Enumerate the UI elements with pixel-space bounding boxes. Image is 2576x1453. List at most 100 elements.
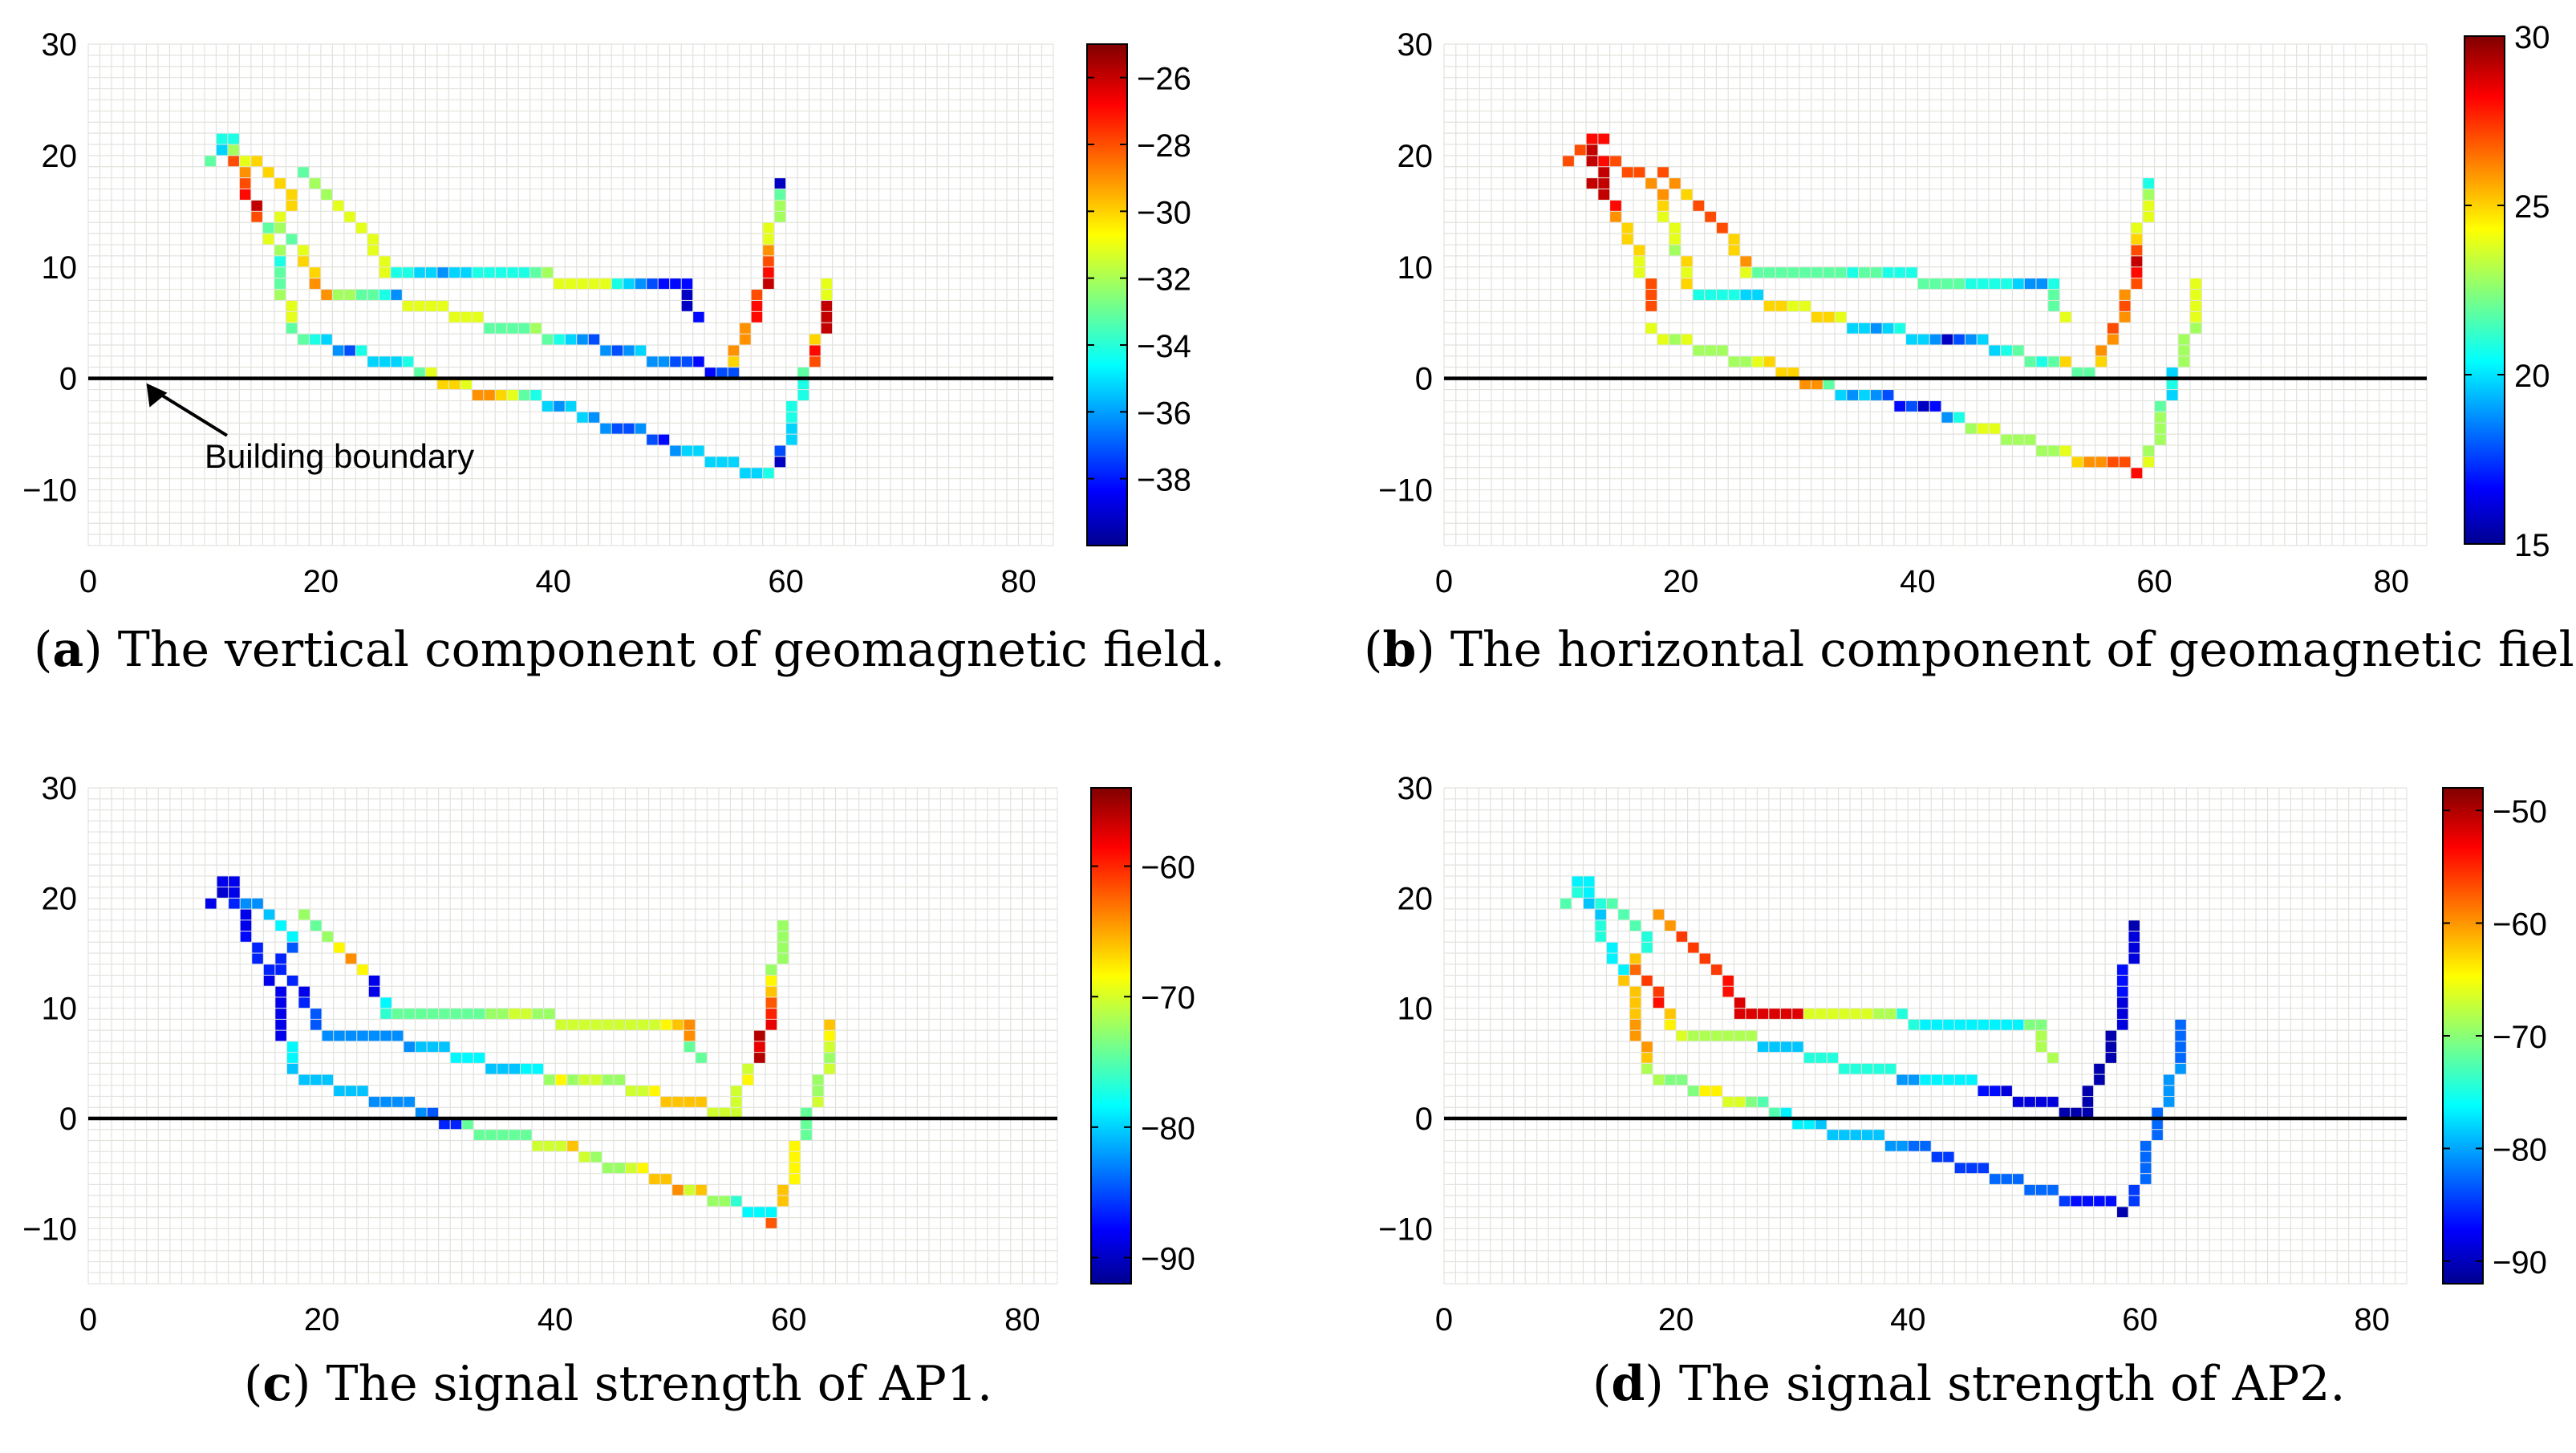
heatmap-cell [1610, 156, 1621, 167]
heatmap-cell [1728, 245, 1740, 256]
heatmap-cell [1894, 400, 1906, 412]
heatmap-cell [1929, 278, 1941, 290]
heatmap-cell [542, 267, 554, 278]
heatmap-cell [450, 1053, 462, 1063]
heatmap-cell [1835, 390, 1847, 400]
heatmap-cell [2012, 434, 2024, 445]
heatmap-cell [1884, 1063, 1897, 1074]
heatmap-cell [1633, 256, 1645, 267]
heatmap-cell [1610, 211, 1621, 222]
heatmap-cell [1953, 278, 1965, 290]
heatmap-cell [439, 1041, 450, 1053]
heatmap-cell [567, 1074, 578, 1086]
heatmap-cell [391, 1009, 404, 1019]
heatmap-cell [1917, 278, 1929, 290]
heatmap-cell [380, 1097, 391, 1107]
heatmap-cell [1861, 1063, 1873, 1074]
heatmap-cell [763, 222, 774, 233]
heatmap-cell [647, 278, 658, 290]
heatmap-cell [623, 423, 635, 434]
heatmap-cell [380, 1009, 391, 1019]
heatmap-cell [1734, 997, 1746, 1009]
heatmap-cell [2175, 1041, 2186, 1053]
heatmap-cell [460, 379, 472, 390]
heatmap-cell [1629, 920, 1641, 931]
heatmap-cell [1560, 898, 1572, 909]
heatmap-cell [404, 1009, 416, 1019]
heatmap-cell [1870, 390, 1882, 400]
heatmap-cell [1606, 942, 1618, 953]
heatmap-cell [614, 1074, 625, 1086]
y-tick-label: −10 [1378, 473, 1433, 509]
heatmap-cell [544, 1009, 555, 1019]
heatmap-cell [286, 311, 298, 323]
heatmap-cell [1676, 1074, 1688, 1086]
heatmap-cell [345, 1030, 357, 1041]
heatmap-cell [2155, 434, 2166, 445]
heatmap-cell [344, 290, 355, 300]
heatmap-cell [1633, 167, 1645, 178]
heatmap-cell [728, 345, 740, 356]
colorbar-tick-label: −60 [1141, 850, 1195, 886]
heatmap-cell [625, 1163, 637, 1174]
heatmap-cell [763, 233, 774, 245]
heatmap-cell [740, 334, 751, 345]
heatmap-cell [1815, 1053, 1827, 1063]
heatmap-cell [1595, 898, 1606, 909]
heatmap-cell [310, 920, 322, 931]
heatmap-cell [602, 1163, 614, 1174]
heatmap-cell [693, 445, 704, 457]
heatmap-cell [658, 278, 670, 290]
panel-caption: (b) The horizontal component of geomagne… [1364, 622, 2576, 678]
heatmap-cell [588, 412, 600, 423]
colorbar-tick-label: −70 [2493, 1020, 2547, 1055]
heatmap-cell [590, 1151, 602, 1163]
heatmap-cell [262, 233, 274, 245]
heatmap-cell [1803, 1009, 1815, 1019]
colorbar-tick-label: −90 [1141, 1241, 1195, 1276]
heatmap-cell [1629, 1030, 1641, 1041]
heatmap-cell [625, 1086, 637, 1097]
heatmap-cell [1716, 222, 1728, 233]
heatmap-cell [1906, 267, 1917, 278]
heatmap-cell [414, 267, 425, 278]
heatmap-cell [1757, 1041, 1769, 1053]
heatmap-cell [1894, 267, 1906, 278]
colorbar [1086, 43, 1128, 546]
heatmap-cell [1746, 1030, 1757, 1041]
heatmap-cell [2036, 356, 2048, 367]
colorbar-tick-label: −70 [1141, 980, 1195, 1016]
heatmap-cell [2190, 278, 2202, 290]
heatmap-cell [751, 311, 763, 323]
heatmap-cell [2143, 457, 2155, 468]
heatmap-cell [1884, 1140, 1897, 1151]
heatmap-cell [298, 986, 310, 997]
plot-area [88, 44, 1053, 546]
heatmap-cell [1989, 278, 2001, 290]
heatmap-cell [1618, 964, 1629, 975]
heatmap-cell [1882, 323, 1894, 334]
heatmap-cell [797, 379, 809, 390]
heatmap-cell [1897, 1009, 1908, 1019]
heatmap-cell [1681, 256, 1693, 267]
heatmap-cell [2059, 445, 2071, 457]
heatmap-cell [600, 423, 611, 434]
heatmap-cell [286, 942, 298, 953]
heatmap-cell [2048, 445, 2059, 457]
heatmap-cell [789, 1163, 801, 1174]
heatmap-cell [321, 334, 332, 345]
heatmap-cell [625, 1019, 637, 1030]
heatmap-cell [1657, 334, 1669, 345]
heatmap-cell [1688, 942, 1699, 953]
heatmap-cell [2155, 423, 2166, 434]
heatmap-cell [696, 1097, 707, 1107]
heatmap-cell [824, 1041, 835, 1053]
heatmap-cell [751, 290, 763, 300]
y-tick-label: 20 [42, 881, 78, 916]
heatmap-cell [1966, 1074, 1978, 1086]
heatmap-cell [765, 1009, 777, 1019]
heatmap-cell [754, 1053, 765, 1063]
heatmap-cell [1676, 1030, 1688, 1041]
heatmap-cell [1629, 1009, 1641, 1019]
colorbar-tick-label: −80 [1141, 1111, 1195, 1147]
